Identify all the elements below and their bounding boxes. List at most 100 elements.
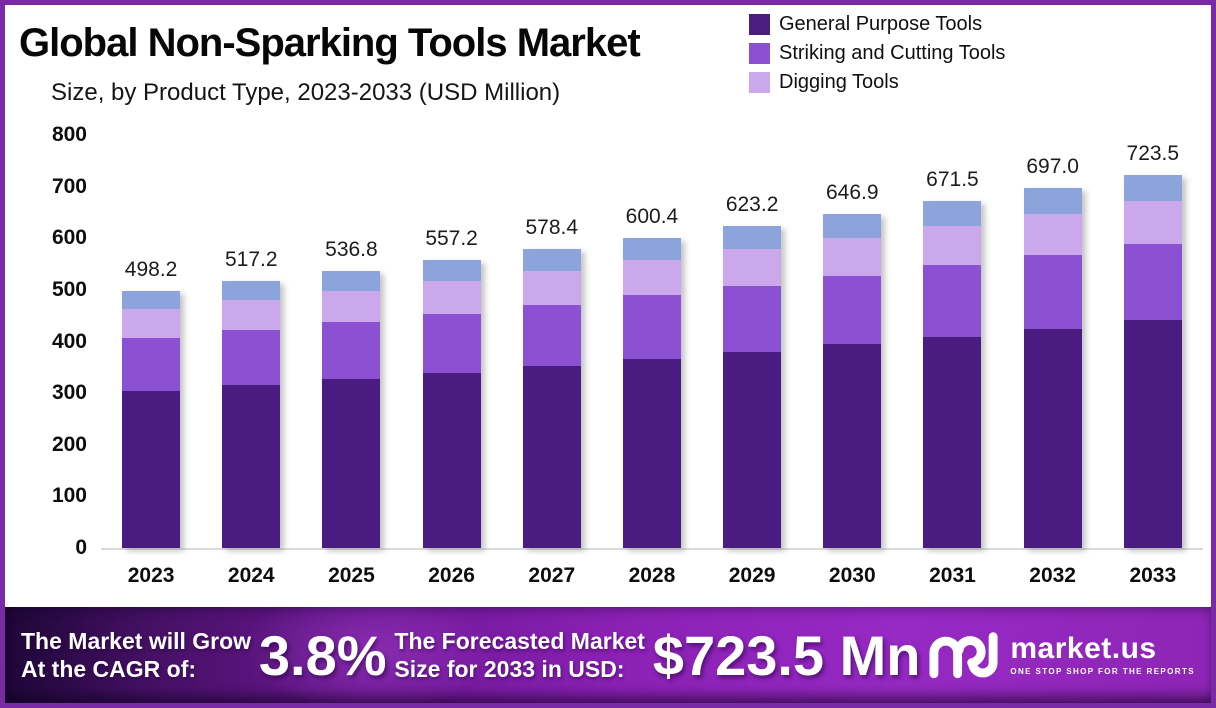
bar-stack	[422, 260, 481, 548]
x-axis-tick-label: 2029	[728, 564, 776, 587]
bar-segment	[622, 295, 681, 359]
bar-segment	[823, 214, 882, 239]
bar-stack	[1023, 188, 1082, 548]
bar-stack	[122, 290, 181, 548]
bar-segment	[422, 260, 481, 282]
y-axis-tick-label: 100	[51, 484, 87, 508]
bar-segment	[622, 238, 681, 261]
bar-total-label: 557.2	[425, 227, 478, 251]
legend-label: Digging Tools	[779, 71, 899, 93]
y-axis: 800 700 600 500 400 300 200 100 0	[15, 121, 87, 607]
y-axis-tick-label: 600	[51, 226, 87, 250]
bar-segment	[522, 304, 581, 366]
brand-name: market.us	[1010, 632, 1157, 665]
bar-group-2025: 536.8 2025	[322, 135, 381, 587]
y-axis-tick-label: 0	[75, 536, 87, 559]
forecast-label-line1: The Forecasted Market	[394, 627, 645, 654]
bar-segment	[422, 313, 481, 373]
bar-segment	[522, 249, 581, 271]
cagr-label: The Market will Grow At the CAGR of:	[21, 627, 251, 683]
bar-segment	[322, 270, 381, 291]
y-axis-tick-label: 500	[51, 277, 87, 301]
bar-total-label: 517.2	[224, 248, 278, 271]
legend-swatch-icon	[749, 72, 770, 93]
bar-group-2023: 498.2 2023	[122, 135, 181, 587]
bar-total-label: 623.2	[725, 193, 779, 217]
y-axis-tick-label: 300	[51, 381, 87, 405]
bar-group-2028: 600.4 2028	[622, 135, 681, 587]
bar-segment	[1023, 188, 1082, 215]
legend-item: Striking and Cutting Tools	[749, 42, 1005, 65]
x-axis-tick-label: 2026	[428, 564, 475, 587]
bar-segment	[622, 358, 681, 548]
x-axis-tick-label: 2033	[1129, 564, 1177, 587]
x-axis-tick-label: 2028	[628, 564, 676, 587]
forecast-value: $723.5 Mn	[652, 623, 921, 687]
bar-segment	[923, 265, 982, 337]
legend-item: Digging Tools	[749, 71, 1005, 94]
bar-segment	[122, 338, 181, 392]
page-title: Global Non-Sparking Tools Market	[19, 21, 641, 65]
bar-segment	[222, 281, 281, 301]
x-axis-tick-label: 2031	[929, 564, 976, 587]
bar-segment	[222, 330, 281, 386]
bar-segment	[1123, 174, 1182, 202]
bar-total-label: 697.0	[1026, 155, 1079, 179]
legend-item: General Purpose Tools	[749, 13, 1005, 36]
bar-total-label: 600.4	[625, 205, 679, 229]
bar-segment	[422, 372, 481, 548]
bar-stack	[923, 201, 982, 548]
legend-swatch-icon	[749, 43, 770, 64]
bar-segment	[823, 238, 882, 276]
bar-segment	[723, 285, 782, 352]
bar-segment	[522, 365, 581, 548]
bar-segment	[1023, 328, 1082, 548]
bar-stack	[1123, 174, 1182, 548]
bar-segment	[522, 270, 581, 305]
page-subtitle: Size, by Product Type, 2023-2033 (USD Mi…	[51, 79, 561, 106]
bar-total-label: 498.2	[124, 257, 178, 281]
legend-label: Striking and Cutting Tools	[779, 42, 1006, 64]
bar-segment	[122, 391, 181, 548]
x-axis-tick-label: 2027	[528, 564, 576, 587]
bar-group-2026: 557.2 2026	[422, 135, 481, 587]
bar-total-label: 723.5	[1126, 141, 1180, 165]
x-axis-tick-label: 2023	[127, 564, 175, 587]
bar-group-2024: 517.2 2024	[222, 135, 281, 587]
bar-stack	[222, 281, 281, 548]
cagr-label-line1: The Market will Grow	[21, 627, 252, 654]
bottom-banner: The Market will Grow At the CAGR of: 3.8…	[5, 607, 1211, 703]
bar-segment	[222, 300, 281, 331]
stacked-bar-chart: 800 700 600 500 400 300 200 100 0 498.2 2023 517.2…	[15, 121, 1207, 607]
bar-group-2032: 697.0 2032	[1023, 135, 1082, 587]
y-axis-tick-label: 700	[51, 174, 87, 198]
bar-total-label: 646.9	[826, 181, 879, 205]
x-axis-tick-label: 2024	[227, 564, 275, 587]
legend-label: General Purpose Tools	[779, 13, 983, 35]
bar-segment	[122, 290, 181, 310]
bar-segment	[723, 226, 782, 250]
bar-total-label: 578.4	[525, 216, 579, 240]
bar-segment	[923, 226, 982, 266]
bar-segment	[122, 309, 181, 339]
brand-text: market.us ONE STOP SHOP FOR THE REPORTS	[1010, 634, 1195, 676]
brand-tagline: ONE STOP SHOP FOR THE REPORTS	[1010, 667, 1195, 676]
bar-group-2033: 723.5 2033	[1123, 135, 1182, 587]
bar-segment	[923, 201, 982, 227]
bar-segment	[222, 385, 281, 548]
market-us-logo-icon	[928, 627, 1002, 684]
x-axis-tick-label: 2030	[828, 564, 876, 587]
bar-group-2029: 623.2 2029	[723, 135, 782, 587]
forecast-label: The Forecasted Market Size for 2033 in U…	[394, 627, 645, 683]
cagr-value: 3.8%	[258, 623, 387, 687]
y-axis-tick-label: 200	[51, 432, 87, 456]
y-axis-tick-label: 800	[51, 123, 87, 146]
bar-group-2027: 578.4 2027	[522, 135, 581, 587]
y-axis-tick-label: 400	[51, 329, 87, 353]
bar-segment	[322, 290, 381, 323]
bar-stack	[723, 226, 782, 548]
bar-segment	[723, 351, 782, 548]
brand-block: market.us ONE STOP SHOP FOR THE REPORTS	[928, 627, 1195, 684]
bar-stack	[622, 238, 681, 548]
